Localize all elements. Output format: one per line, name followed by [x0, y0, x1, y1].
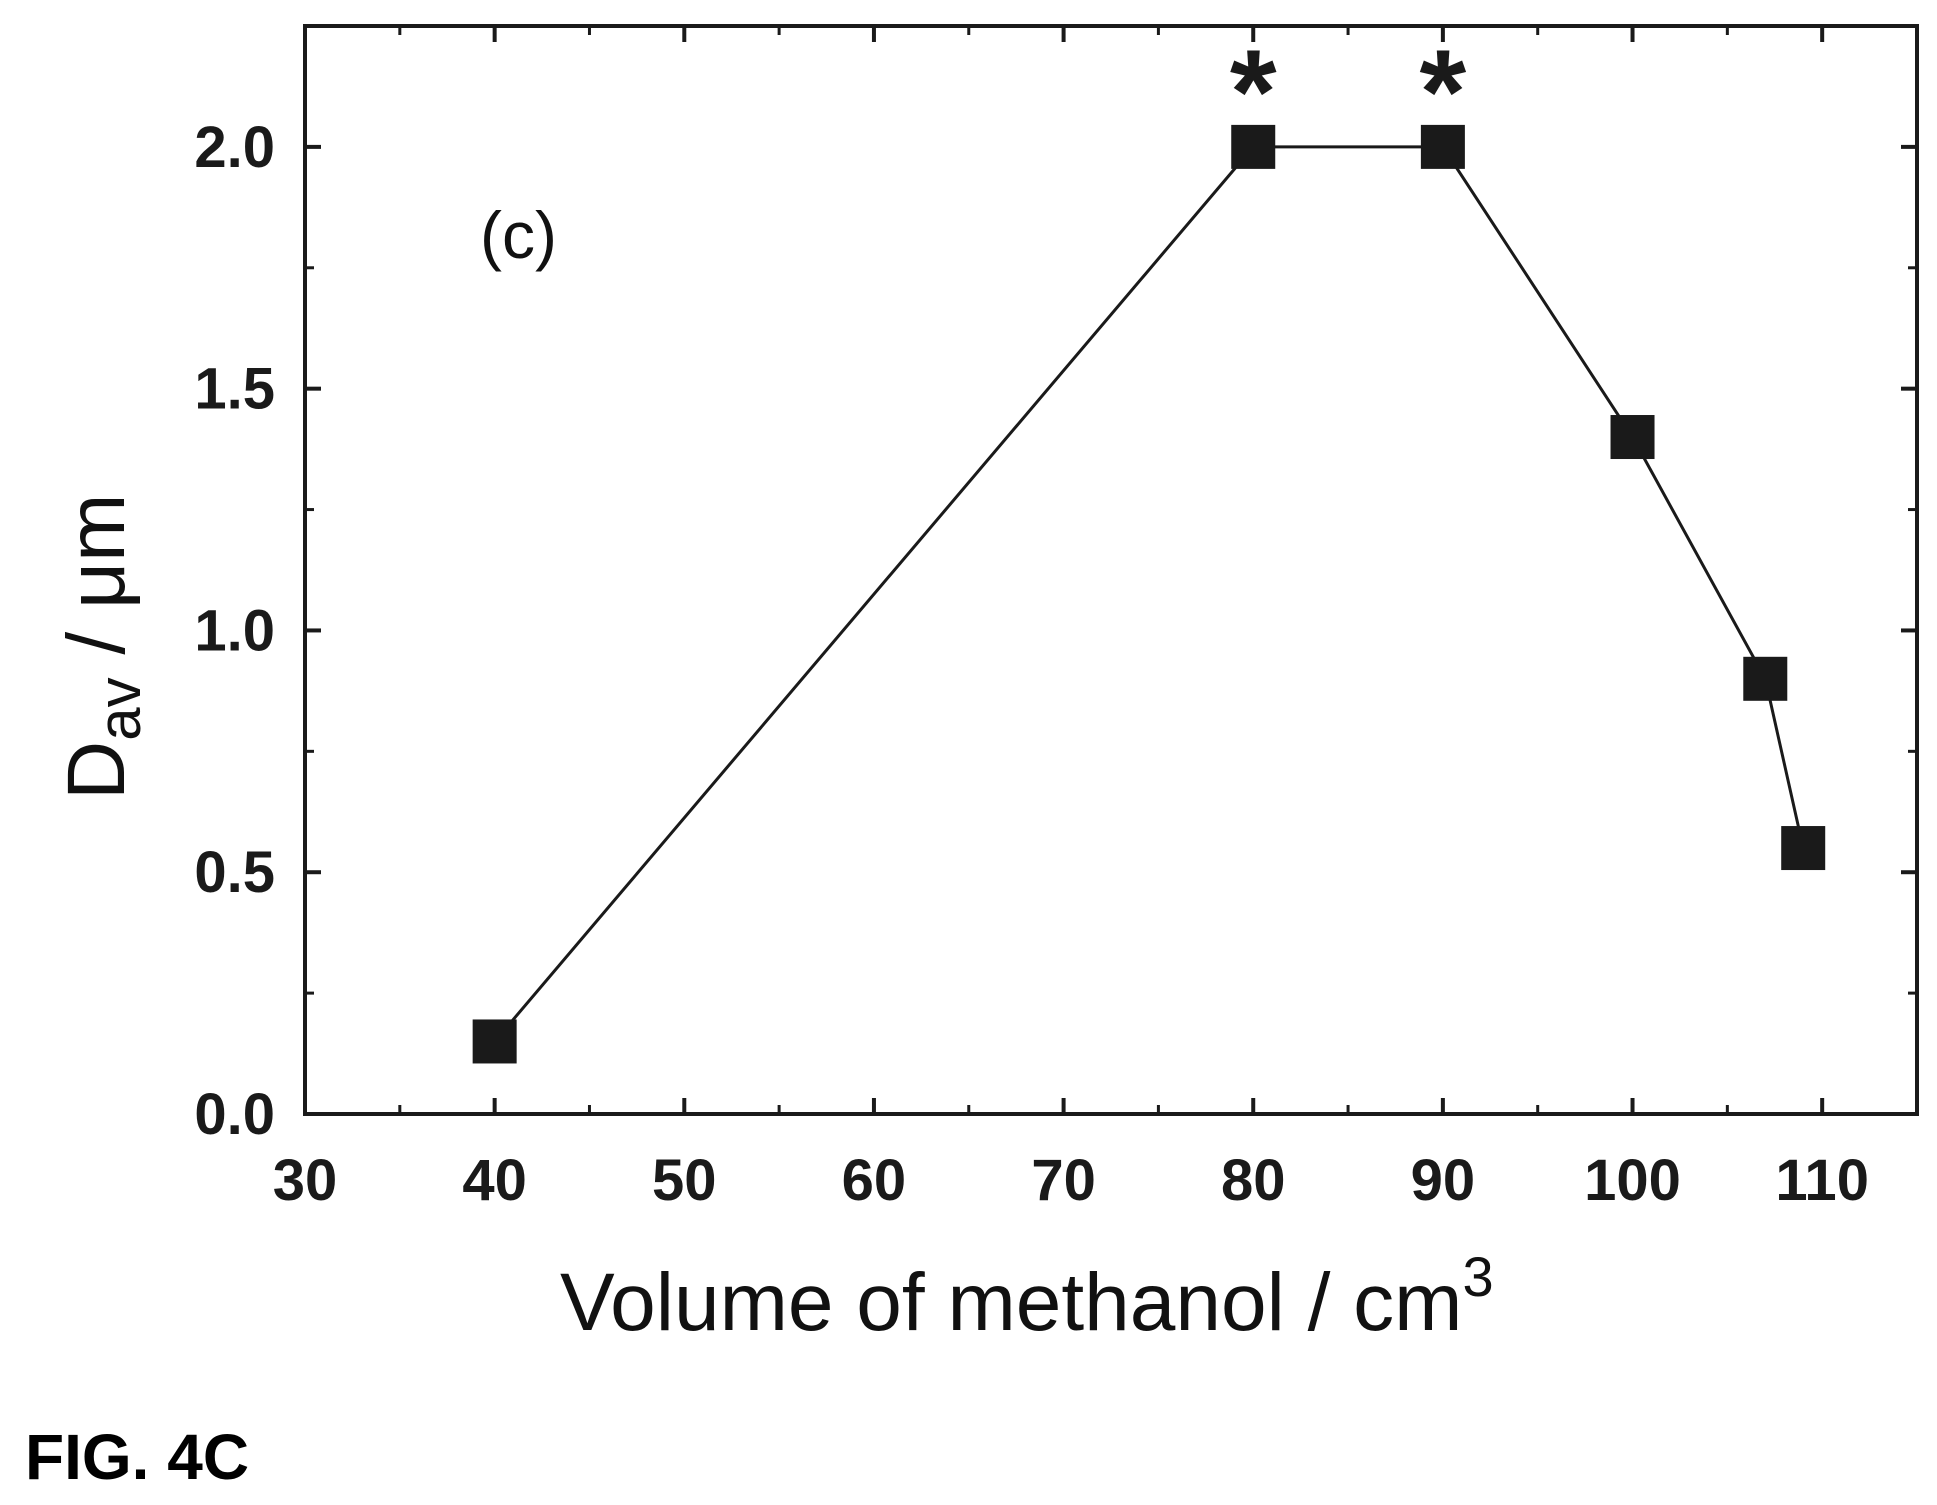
x-tick-label: 80 [1221, 1148, 1286, 1213]
panel-label: (c) [480, 198, 557, 272]
x-axis-title-superscript: 3 [1462, 1245, 1493, 1308]
data-point-marker [472, 1019, 517, 1064]
data-point-marker [1781, 826, 1826, 871]
series-line [493, 145, 1805, 1043]
x-tick-label: 70 [1031, 1148, 1096, 1213]
data-point-marker [1610, 415, 1655, 460]
asterisk-annotation: * [1230, 25, 1277, 159]
y-axis-title-rest: / μm [51, 494, 142, 678]
x-tick-label: 30 [273, 1148, 338, 1213]
x-axis-title: Volume of methanol / cm3 [560, 1245, 1494, 1348]
plot-frame [303, 24, 1919, 1116]
data-point-marker [1420, 124, 1465, 169]
data-point-marker [1743, 656, 1788, 701]
y-axis-title-subscript: av [86, 677, 153, 740]
x-tick-label: 110 [1775, 1148, 1869, 1213]
y-axis-ticks: 0.0 0.5 1.0 1.5 2.0 [194, 115, 1917, 1147]
y-tick-label: 0.5 [194, 840, 275, 905]
x-axis-title-main: Volume of methanol / cm [560, 1257, 1462, 1348]
series-lines [493, 145, 1805, 1043]
x-axis-ticks: 30 40 50 60 70 80 90 100 110 [273, 26, 1869, 1213]
y-tick-label: 2.0 [194, 115, 275, 180]
y-axis-title-main: D [51, 741, 142, 800]
x-tick-label: 90 [1411, 1148, 1476, 1213]
y-axis-title: Dav / μm [51, 494, 153, 801]
annotations: * * [1230, 25, 1467, 159]
y-tick-label: 0.0 [194, 1082, 275, 1147]
x-tick-label: 50 [652, 1148, 717, 1213]
figure-caption: FIG. 4C [25, 1421, 250, 1493]
y-tick-label: 1.0 [194, 598, 275, 663]
data-point-marker [1231, 124, 1276, 169]
x-tick-label: 40 [462, 1148, 527, 1213]
x-tick-label: 100 [1584, 1148, 1681, 1213]
asterisk-annotation: * [1420, 25, 1467, 159]
y-tick-label: 1.5 [194, 357, 275, 422]
series-markers [472, 124, 1826, 1064]
x-tick-label: 60 [842, 1148, 907, 1213]
